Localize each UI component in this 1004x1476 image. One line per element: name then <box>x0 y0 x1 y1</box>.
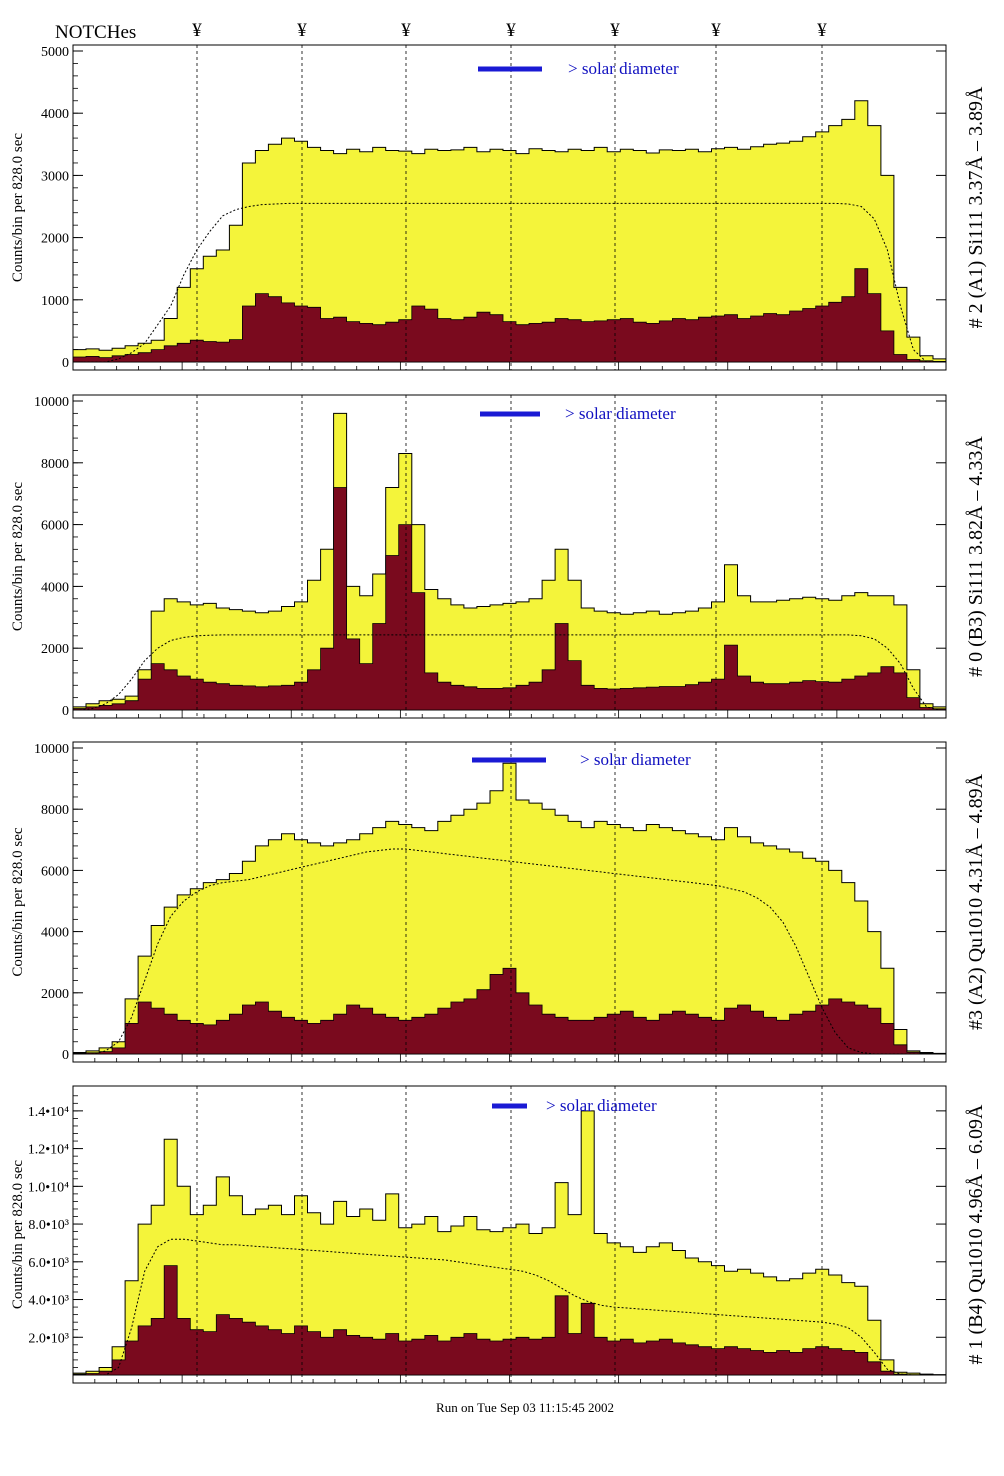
reference-curve <box>79 634 940 711</box>
panel-title: # 2 (A1) Si111 3.37Å – 3.89Å <box>965 86 987 328</box>
y-tick-label: 2000 <box>41 642 69 657</box>
panel-si111-a1: 0 1000 2000 3000 4000 5000 Counts/bin per 828.… <box>10 44 987 371</box>
y-tick-label: 3000 <box>41 169 69 184</box>
y-tick-label: 1.2•10⁴ <box>28 1143 69 1158</box>
reference-curve <box>79 848 940 1055</box>
y-tick-label: 6.0•10³ <box>28 1256 69 1271</box>
notch-marker: ¥ <box>817 20 827 41</box>
notch-marker: ¥ <box>506 20 516 41</box>
y-tick-label: 4000 <box>41 107 69 122</box>
y-tick-label: 6000 <box>41 519 69 534</box>
series-filtered-counts <box>72 487 947 711</box>
y-tick-label: 1000 <box>41 294 69 309</box>
reference-curve <box>79 1238 940 1376</box>
notch-marker: ¥ <box>192 20 202 41</box>
panel-title: #3 (A2) Qu1010 4.31Å – 4.89Å <box>965 773 987 1030</box>
y-tick-label: 8000 <box>41 803 69 818</box>
panel-qu1010-b4: 2.0•10³ 4.0•10³ 6.0•10³ 8.0•10³ 1.0•10⁴ 1.2•1… <box>10 1085 987 1384</box>
notch-marker: ¥ <box>297 20 307 41</box>
notch-marker: ¥ <box>610 20 620 41</box>
reference-curve <box>79 202 940 363</box>
run-timestamp: Run on Tue Sep 03 11:15:45 2002 <box>436 1400 614 1415</box>
legend-label: > solar diameter <box>546 1096 657 1115</box>
y-tick-label: 2000 <box>41 987 69 1002</box>
y-axis-label: Counts/bin per 828.0 sec <box>10 482 26 631</box>
series-filtered-counts <box>72 967 947 1055</box>
legend-label: > solar diameter <box>580 750 691 769</box>
y-tick-label: 8.0•10³ <box>28 1218 69 1233</box>
series-total-counts <box>72 412 947 711</box>
notch-marker: ¥ <box>711 20 721 41</box>
y-tick-label: 4000 <box>41 926 69 941</box>
notch-markers: ¥ ¥ ¥ ¥ ¥ ¥ ¥ <box>192 20 827 41</box>
y-tick-label: 6000 <box>41 864 69 879</box>
panel-si111-b3: 0 2000 4000 6000 8000 10000 Counts/bin per 828… <box>10 394 987 719</box>
legend-label: > solar diameter <box>565 404 676 423</box>
panel-title: # 0 (B3) Si111 3.82Å – 4.33Å <box>965 436 987 677</box>
notches-label: NOTCHes <box>55 22 136 43</box>
series-filtered-counts <box>72 268 947 363</box>
y-tick-label: 1.4•10⁴ <box>28 1105 69 1120</box>
y-tick-label: 4.0•10³ <box>28 1294 69 1309</box>
y-axis-label: Counts/bin per 828.0 sec <box>10 827 26 976</box>
y-tick-label: 10000 <box>34 395 69 410</box>
legend-label: > solar diameter <box>568 59 679 78</box>
y-tick-label: 4000 <box>41 580 69 595</box>
y-tick-label: 0 <box>62 704 69 719</box>
y-tick-label: 0 <box>62 356 69 371</box>
y-tick-label: 1.0•10⁴ <box>28 1180 69 1195</box>
y-axis-label: Counts/bin per 828.0 sec <box>10 1160 26 1309</box>
series-total-counts <box>72 100 947 363</box>
y-tick-label: 5000 <box>41 45 69 60</box>
y-axis-label: Counts/bin per 828.0 sec <box>10 133 26 282</box>
y-tick-label: 2.0•10³ <box>28 1331 69 1346</box>
panel-qu1010-a2: 0 2000 4000 6000 8000 10000 Counts/bin per 828… <box>10 741 987 1063</box>
y-tick-label: 0 <box>62 1048 69 1063</box>
panel-title: # 1 (B4) Qu1010 4.96Å – 6.09Å <box>965 1104 987 1365</box>
series-total-counts <box>72 1110 947 1376</box>
series-total-counts <box>72 762 947 1055</box>
notch-marker: ¥ <box>401 20 411 41</box>
y-tick-label: 10000 <box>34 742 69 757</box>
y-tick-label: 8000 <box>41 457 69 472</box>
y-tick-label: 2000 <box>41 232 69 247</box>
series-filtered-counts <box>72 1265 947 1376</box>
